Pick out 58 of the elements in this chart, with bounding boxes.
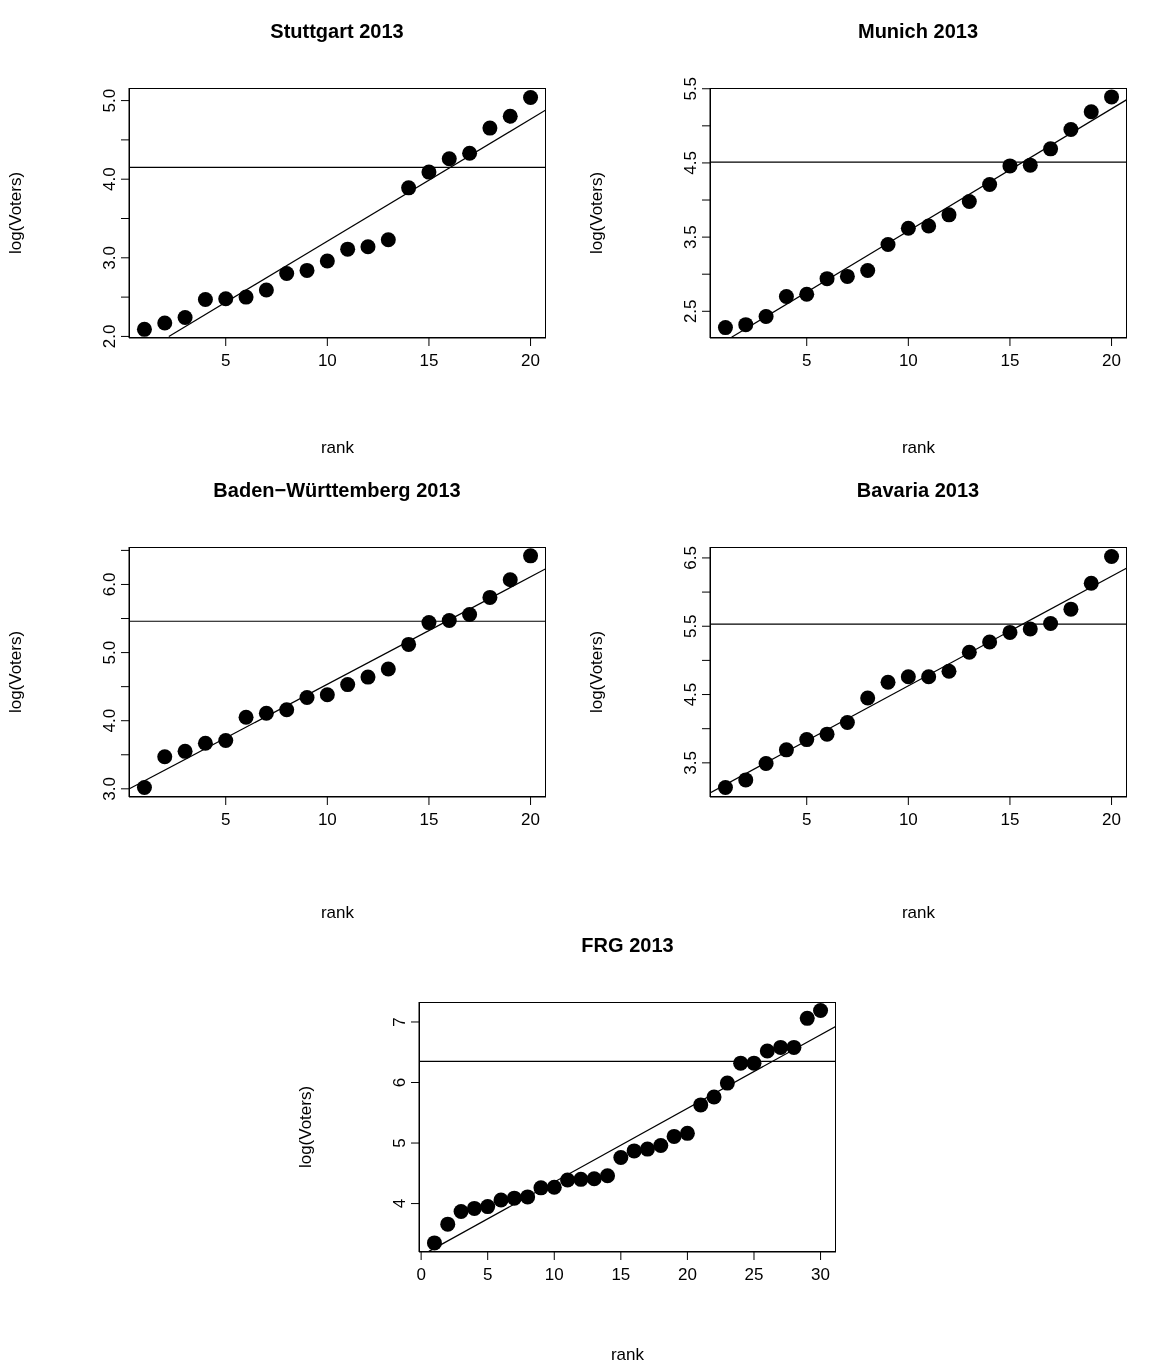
x-tick-label: 25 bbox=[744, 1265, 764, 1284]
y-tick-label: 2.5 bbox=[680, 299, 700, 324]
x-tick-label: 10 bbox=[898, 810, 918, 829]
x-tick-label: 0 bbox=[416, 1265, 426, 1284]
chart-title: Stuttgart 2013 bbox=[269, 20, 405, 43]
y-tick-label: 4.5 bbox=[680, 682, 700, 707]
x-tick-label: 5 bbox=[801, 810, 811, 829]
x-tick-label: 15 bbox=[611, 1265, 631, 1284]
chart-title: Bavaria 2013 bbox=[855, 479, 981, 502]
x-tick-label: 20 bbox=[677, 1265, 697, 1284]
x-axis-title: rank bbox=[320, 438, 355, 457]
y-axis-title: log(Voters) bbox=[586, 630, 606, 714]
x-tick-label: 20 bbox=[520, 351, 540, 370]
y-tick-label: 5.5 bbox=[680, 614, 700, 639]
x-tick-label: 30 bbox=[811, 1265, 831, 1284]
y-axis-title: log(Voters) bbox=[296, 1085, 316, 1169]
x-tick-label: 15 bbox=[418, 810, 438, 829]
y-tick-label: 6 bbox=[390, 1077, 409, 1088]
x-tick-label: 5 bbox=[220, 810, 230, 829]
x-tick-label: 5 bbox=[220, 351, 230, 370]
chart-title: Baden−Württemberg 2013 bbox=[212, 479, 462, 502]
y-tick-label: 3.5 bbox=[680, 225, 700, 249]
y-tick-label: 3.0 bbox=[99, 245, 119, 270]
y-tick-label: 6.5 bbox=[680, 546, 700, 570]
y-tick-label: 6.0 bbox=[99, 572, 119, 597]
x-axis-title: rank bbox=[320, 903, 355, 922]
x-axis-title: rank bbox=[901, 438, 936, 457]
x-axis-title: rank bbox=[901, 903, 936, 922]
x-tick-label: 10 bbox=[898, 351, 918, 370]
x-tick-label: 15 bbox=[999, 351, 1019, 370]
y-tick-label: 4 bbox=[390, 1198, 409, 1209]
y-tick-label: 5.0 bbox=[99, 640, 119, 665]
y-tick-label: 2.0 bbox=[99, 324, 119, 349]
y-axis-title: log(Voters) bbox=[5, 171, 25, 255]
x-tick-label: 15 bbox=[999, 810, 1019, 829]
y-tick-label: 7 bbox=[390, 1017, 409, 1027]
x-tick-label: 20 bbox=[1101, 810, 1121, 829]
x-tick-label: 10 bbox=[317, 810, 337, 829]
y-axis-title: log(Voters) bbox=[5, 630, 25, 714]
y-tick-label: 3.5 bbox=[680, 751, 700, 775]
y-tick-label: 3.0 bbox=[99, 777, 119, 801]
x-tick-label: 10 bbox=[544, 1265, 564, 1284]
y-tick-label: 5.5 bbox=[680, 76, 700, 101]
x-tick-label: 20 bbox=[1101, 351, 1121, 370]
x-axis-title: rank bbox=[610, 1345, 645, 1364]
y-tick-label: 5 bbox=[390, 1138, 409, 1148]
chart-title: Munich 2013 bbox=[856, 20, 979, 43]
y-tick-label: 4.5 bbox=[680, 151, 700, 175]
y-tick-label: 4.0 bbox=[99, 708, 119, 733]
x-tick-label: 15 bbox=[418, 351, 438, 370]
x-tick-label: 20 bbox=[520, 810, 540, 829]
y-tick-label: 5.0 bbox=[99, 88, 119, 113]
x-tick-label: 5 bbox=[801, 351, 811, 370]
y-axis-title: log(Voters) bbox=[586, 171, 606, 255]
chart-title: FRG 2013 bbox=[580, 934, 675, 957]
y-tick-label: 4.0 bbox=[99, 167, 119, 192]
x-tick-label: 10 bbox=[317, 351, 337, 370]
x-tick-label: 5 bbox=[482, 1265, 493, 1284]
